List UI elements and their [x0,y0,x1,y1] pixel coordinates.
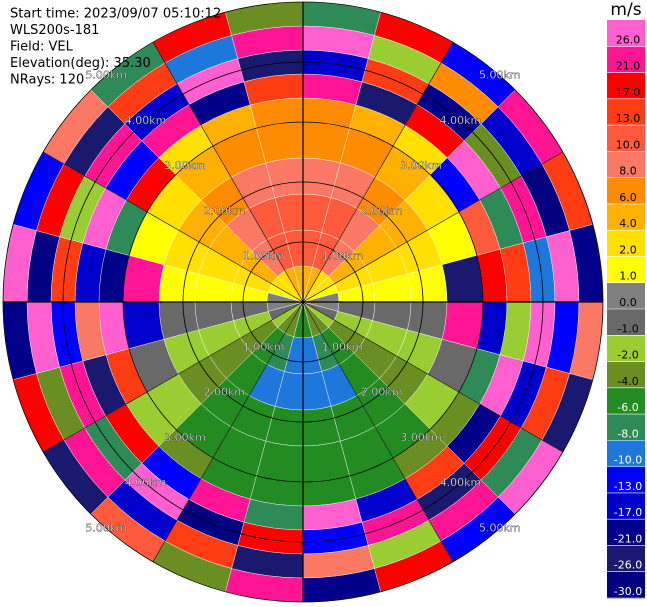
colorbar-tick-label: 26.0 [616,33,641,46]
colorbar-tick-label: 13.0 [616,112,641,125]
range-ring-label: 2.00km [203,386,245,399]
colorbar-unit: m/s [610,0,641,20]
range-ring-label: 4.00km [440,476,482,489]
colorbar-tick-label: -8.0 [617,427,638,440]
colorbar-tick-label: -26.0 [614,559,642,572]
spoke [302,42,454,303]
header-line: Elevation(deg): 35.30 [10,56,151,71]
colorbar-segment [607,387,645,415]
colorbar-segment [607,571,645,599]
colorbar-tick-label: -2.0 [617,349,638,362]
header-line: Field: VEL [10,40,74,55]
header-line: WLS200s-181 [10,23,99,38]
colorbar-segment [607,519,645,546]
colorbar-segment [607,98,645,126]
colorbar-tick-label: -1.0 [617,322,638,335]
colorbar-segment [607,361,645,389]
range-ring-label: 5.00km [479,69,521,82]
range-ring-label: 3.00km [400,159,442,172]
colorbar-tick-label: -30.0 [614,585,642,598]
range-ring-label: 3.00km [164,159,206,172]
spoke [302,151,563,303]
colorbar-segment [607,177,645,205]
colorbar-tick-label: 6.0 [619,191,637,204]
colorbar-segment [607,440,645,468]
spoke [302,301,563,453]
header: Start time: 2023/09/07 05:10:12WLS200s-1… [10,7,221,88]
range-ring-label: 1.00km [243,340,285,353]
range-ring-label: 5.00km [85,69,127,82]
overlay: 1.00km 1.00km 1.00km 1.00km 2.00km 2.00km 2.00… [2,1,604,603]
colorbar-segment [607,46,645,74]
colorbar-segment [607,230,645,257]
range-ring [182,181,424,423]
range-ring-label: 4.00km [440,114,482,127]
colorbar-tick-label: -17.0 [614,506,642,519]
range-ring [2,1,604,603]
colorbar-tick-label: 4.0 [619,217,637,230]
range-ring [122,121,484,483]
colorbar-segment [607,203,645,231]
colorbar: 26.0 21.0 17.0 13.0 10.0 8.0 6.0 4.0 2.0 1.0 0.0 -1… [607,20,645,599]
colorbar-tick-label: 21.0 [616,60,641,73]
range-ring-label: 2.00km [361,204,403,217]
header-line: NRays: 120 [10,73,84,88]
spoke [43,151,304,303]
colorbar-tick-label: 0.0 [619,296,637,309]
colorbar-tick-label: -10.0 [614,454,642,467]
colorbar-segment [607,72,645,100]
colorbar-segment [607,125,645,152]
range-ring-label: 3.00km [400,431,442,444]
colorbar-segment [607,466,645,494]
range-ring-label: 2.00km [203,204,245,217]
range-ring [62,61,544,543]
colorbar-segment [607,256,645,284]
range-ring-label: 3.00km [164,431,206,444]
colorbar-tick-label: 10.0 [616,138,641,151]
colorbar-segment [607,151,645,179]
colorbar-tick-label: 17.0 [616,86,641,99]
colorbar-tick-label: -13.0 [614,480,642,493]
range-ring-label: 4.00km [125,114,167,127]
colorbar-segment [607,335,645,363]
colorbar-segment [607,282,645,310]
range-ring [242,241,364,363]
colorbar-segment [607,309,645,336]
colorbar-segment [607,414,645,441]
spoke [43,301,304,453]
colorbar-tick-label: 8.0 [619,165,637,178]
colorbar-segment [607,545,645,573]
range-ring-label: 4.00km [125,476,167,489]
colorbar-segment [607,20,645,47]
spoke [152,42,304,303]
range-ring-label: 1.00km [322,250,364,263]
range-ring-label: 5.00km [479,521,521,534]
colorbar-tick-label: -4.0 [617,375,638,388]
range-ring-label: 2.00km [361,386,403,399]
range-ring-label: 5.00km [85,521,127,534]
spoke [302,301,454,562]
header-line: Start time: 2023/09/07 05:10:12 [10,7,221,22]
colorbar-segment [607,492,645,520]
colorbar-tick-label: 1.0 [619,270,637,283]
colorbar-tick-label: -6.0 [617,401,638,414]
range-ring-label: 1.00km [243,250,285,263]
spoke [152,301,304,562]
colorbar-tick-label: 2.0 [619,243,637,256]
colorbar-tick-label: -21.0 [614,532,642,545]
range-ring-label: 1.00km [322,340,364,353]
